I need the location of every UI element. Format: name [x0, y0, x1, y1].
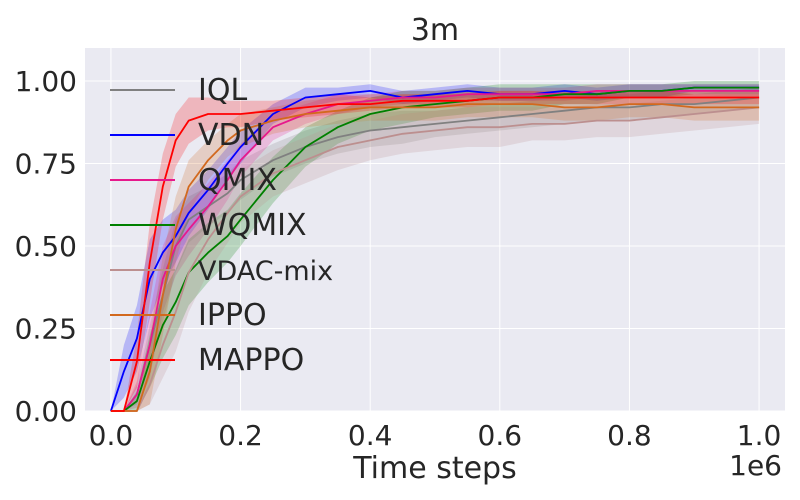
- legend-label: IQL: [198, 73, 247, 108]
- plot-area: [85, 48, 785, 411]
- series-line: [110, 103, 760, 412]
- legend-label: QMIX: [198, 163, 277, 198]
- y-tick-label: 0.50: [15, 230, 77, 263]
- x-tick-label: 0.0: [89, 419, 134, 452]
- x-tick-label: 0.8: [607, 419, 652, 452]
- legend-label: VDN: [198, 118, 264, 153]
- x-tick-labels: 0.0 0.2 0.4 0.6 0.8 1.0: [89, 419, 782, 452]
- legend-label: MAPPO: [198, 343, 304, 378]
- y-tick-labels: 0.00 0.25 0.50 0.75 1.00: [15, 65, 77, 428]
- y-tick-label: 0.75: [15, 148, 77, 181]
- legend-label: WQMIX: [198, 208, 307, 243]
- x-tick-label: 1.0: [737, 419, 782, 452]
- legend-label: IPPO: [198, 298, 267, 333]
- series-line: [110, 86, 760, 412]
- series-band: [110, 87, 760, 411]
- series-band: [110, 90, 760, 412]
- grid-lines: [85, 48, 785, 412]
- y-tick-label: 1.00: [15, 65, 77, 98]
- x-axis-offset-label: 1e6: [729, 449, 782, 482]
- legend-label: VDAC-mix: [198, 256, 333, 287]
- y-tick-label: 0.25: [15, 313, 77, 346]
- y-tick-label: 0.00: [15, 395, 77, 428]
- x-axis-label: Time steps: [352, 451, 516, 486]
- series-lines: [110, 86, 760, 412]
- x-tick-label: 0.2: [218, 419, 263, 452]
- chart-title: 3m: [411, 13, 459, 48]
- series-band: [110, 90, 760, 412]
- series-line: [110, 106, 760, 412]
- x-tick-label: 0.4: [348, 419, 393, 452]
- confidence-bands: [110, 81, 760, 412]
- x-tick-label: 0.6: [478, 419, 523, 452]
- series-line: [110, 96, 760, 412]
- legend: IQL VDN QMIX WQMIX VDAC-mix IPPO MAPPO: [110, 73, 333, 378]
- series-band: [110, 81, 760, 411]
